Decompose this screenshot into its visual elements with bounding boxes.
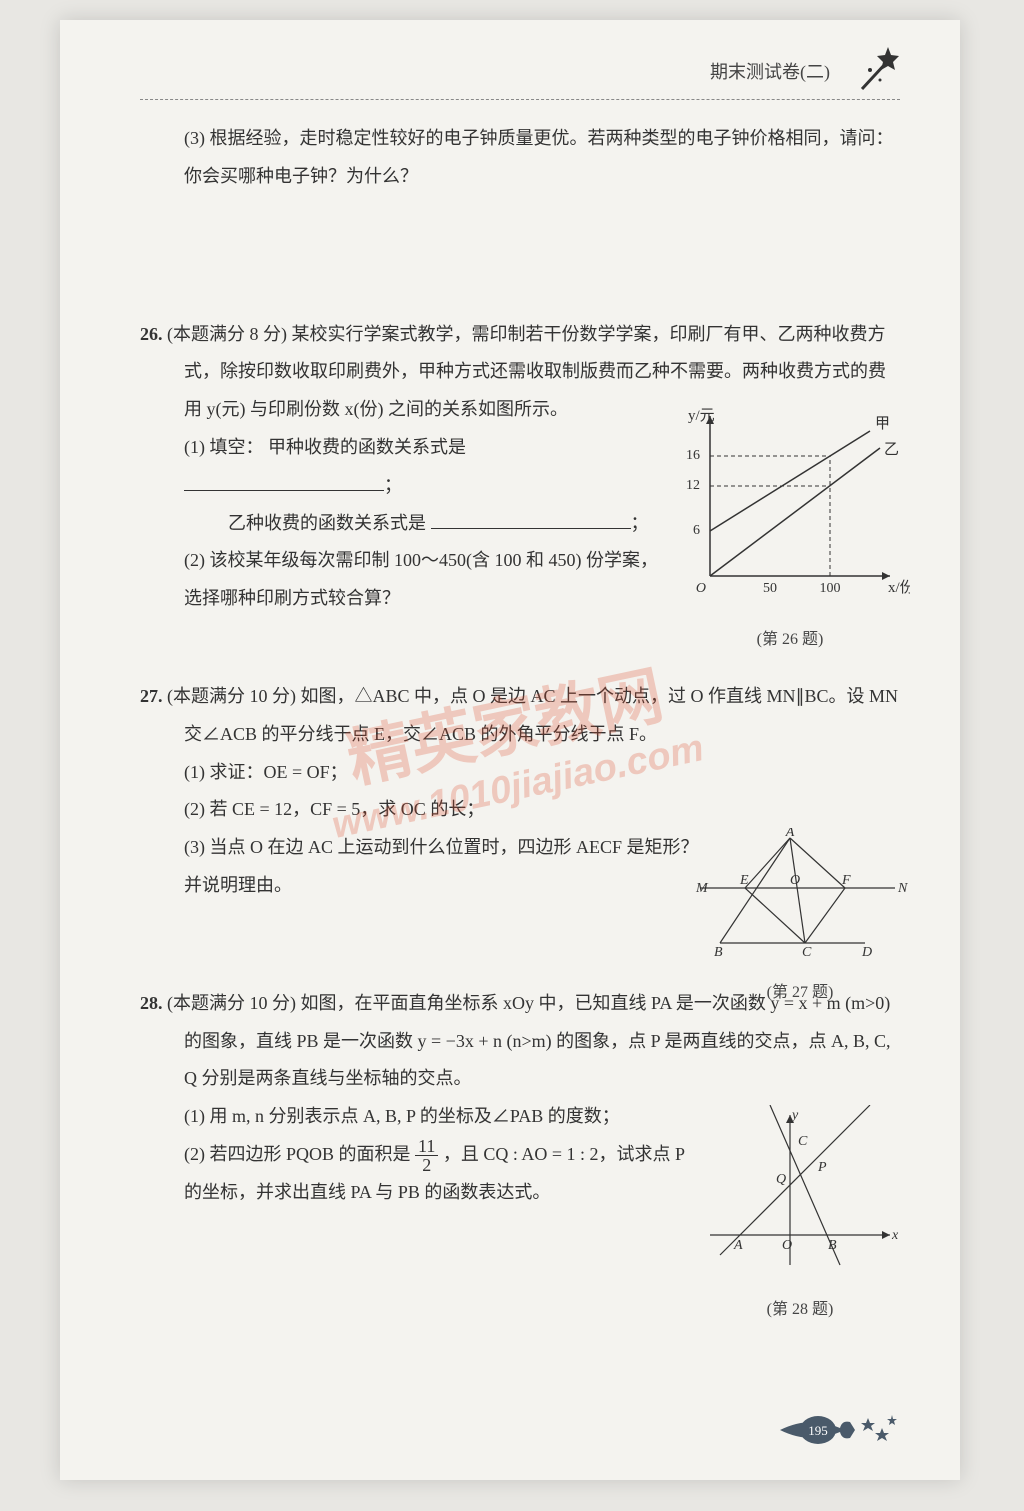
wand-star-icon [850, 45, 900, 95]
svg-text:F: F [841, 873, 851, 888]
svg-text:y/元: y/元 [688, 408, 715, 424]
svg-text:O: O [790, 873, 800, 888]
svg-text:甲: 甲 [875, 416, 890, 432]
svg-text:D: D [861, 945, 872, 958]
svg-text:y: y [790, 1108, 799, 1123]
q26-p1b: 乙种收费的函数关系式是 ； [140, 505, 660, 543]
svg-text:100: 100 [820, 581, 841, 596]
frac-den: 2 [415, 1156, 438, 1174]
q27-p3: (3) 当点 O 在边 AC 上运动到什么位置时，四边形 AECF 是矩形？并说… [140, 829, 700, 905]
figure-28: y x O A B C Q P (第 28 题) [700, 1105, 900, 1326]
svg-text:A: A [785, 828, 795, 840]
question-26: 26. (本题满分 8 分) 某校实行学案式教学，需印制若干份数学学案，印刷厂有… [140, 316, 900, 618]
blank-field [431, 511, 631, 529]
svg-text:B: B [828, 1238, 837, 1253]
exam-page: 期末测试卷(二) (3) 根据经验，走时稳定性较好的电子钟质量更优。若两种类型的… [60, 20, 960, 1480]
question-28: 28. (本题满分 10 分) 如图，在平面直角坐标系 xOy 中，已知直线 P… [140, 985, 900, 1212]
diagram-27-svg: A M E O F N B C D [690, 828, 910, 958]
svg-text:x/份: x/份 [888, 579, 910, 596]
fraction-11-2: 11 2 [415, 1137, 438, 1174]
q27-p1: (1) 求证：OE = OF； [140, 754, 900, 792]
q28-p2-a: (2) 若四边形 PQOB 的面积是 [184, 1144, 411, 1164]
q28-p2-b: ，且 CQ : AO = 1 : 2，试求点 P [443, 1144, 685, 1164]
q26-points: (本题满分 8 分) [167, 324, 287, 344]
svg-text:C: C [798, 1134, 808, 1149]
q26-p1: (1) 填空： 甲种收费的函数关系式是 ； [140, 429, 660, 505]
q28-p2: (2) 若四边形 PQOB 的面积是 11 2 ，且 CQ : AO = 1 :… [140, 1136, 700, 1174]
header-title: 期末测试卷(二) [710, 58, 830, 84]
svg-text:O: O [696, 581, 706, 596]
question-27: 27. (本题满分 10 分) 如图，△ABC 中，点 O 是边 AC 上一个动… [140, 678, 900, 905]
svg-text:N: N [897, 881, 908, 896]
blank-field [184, 473, 384, 491]
frac-num: 11 [415, 1137, 438, 1156]
svg-text:Q: Q [776, 1172, 786, 1187]
q28-p1: (1) 用 m, n 分别表示点 A, B, P 的坐标及∠PAB 的度数； [140, 1098, 700, 1136]
question-25-part3: (3) 根据经验，走时稳定性较好的电子钟质量更优。若两种类型的电子钟价格相同，请… [140, 120, 900, 196]
q28-intro: 28. (本题满分 10 分) 如图，在平面直角坐标系 xOy 中，已知直线 P… [140, 985, 900, 1098]
figure-27: A M E O F N B C D (第 27 题) [690, 828, 910, 1009]
page-header: 期末测试卷(二) [140, 50, 900, 100]
q25-p3-label: (3) [184, 128, 205, 148]
q26-p1-a: 甲种收费的函数关系式是 [268, 437, 466, 457]
svg-text:M: M [695, 881, 709, 896]
page-number: 195 [808, 1423, 828, 1438]
q27-intro: 27. (本题满分 10 分) 如图，△ABC 中，点 O 是边 AC 上一个动… [140, 678, 900, 754]
q28-number: 28. [140, 993, 163, 1013]
spacer [140, 236, 900, 316]
chart-26-svg: 6 12 16 50 100 O y/元 x/份 甲 乙 [670, 406, 910, 606]
svg-text:12: 12 [686, 478, 700, 493]
q26-number: 26. [140, 324, 163, 344]
q26-p2-text: (2) 该校某年级每次需印制 100～450(含 100 和 450) 份学案，… [184, 550, 658, 608]
svg-text:C: C [802, 945, 812, 958]
svg-text:P: P [817, 1160, 827, 1175]
figure-26: 6 12 16 50 100 O y/元 x/份 甲 乙 [670, 406, 910, 657]
q28-points: (本题满分 10 分) [167, 993, 296, 1013]
svg-text:50: 50 [763, 581, 777, 596]
page-number-badge: 195 [780, 1410, 900, 1450]
q28-p2c: 的坐标，并求出直线 PA 与 PB 的函数表达式。 [140, 1174, 700, 1212]
q27-points: (本题满分 10 分) [167, 686, 296, 706]
svg-text:O: O [782, 1238, 792, 1253]
q27-number: 27. [140, 686, 163, 706]
svg-text:E: E [739, 873, 749, 888]
q25-p3-text: (3) 根据经验，走时稳定性较好的电子钟质量更优。若两种类型的电子钟价格相同，请… [140, 120, 900, 196]
diagram-28-svg: y x O A B C Q P [700, 1105, 900, 1275]
svg-text:x: x [891, 1228, 899, 1243]
q25-p3-body: 根据经验，走时稳定性较好的电子钟质量更优。若两种类型的电子钟价格相同，请问：你会… [184, 128, 894, 186]
svg-text:乙: 乙 [884, 442, 899, 458]
svg-text:6: 6 [693, 523, 700, 538]
figure-28-caption: (第 28 题) [700, 1293, 900, 1327]
q26-p1-b: 乙种收费的函数关系式是 [228, 513, 426, 533]
figure-26-caption: (第 26 题) [670, 623, 910, 657]
svg-text:A: A [733, 1238, 743, 1253]
q26-p2: (2) 该校某年级每次需印制 100～450(含 100 和 450) 份学案，… [140, 542, 660, 618]
q26-p1-label: (1) 填空： [184, 437, 264, 457]
q27-p2: (2) 若 CE = 12，CF = 5，求 OC 的长； [140, 791, 900, 829]
svg-text:B: B [714, 945, 723, 958]
svg-text:16: 16 [686, 448, 700, 463]
